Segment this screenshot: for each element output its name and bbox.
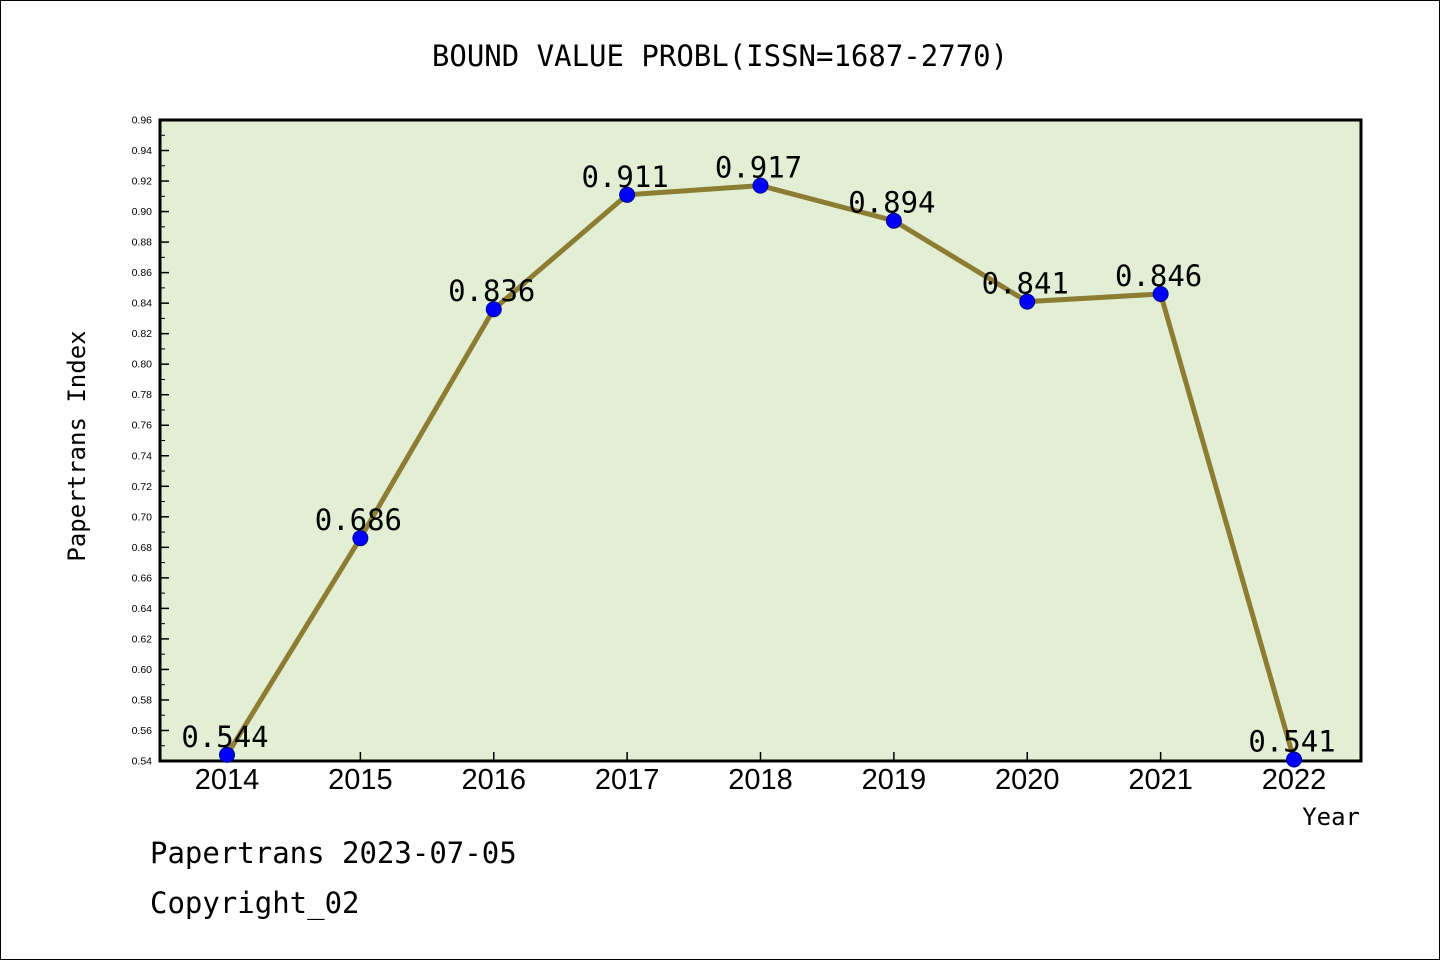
footer-copyright: Copyright_02 xyxy=(150,886,360,920)
data-label: 0.544 xyxy=(181,720,268,754)
data-point xyxy=(1152,285,1169,302)
x-tick-label: 2015 xyxy=(328,764,393,796)
data-point xyxy=(1019,293,1036,310)
y-axis: 0.54 0.56 0.58 0.60 0.62 0.64 0.66 0.68 0.70 0.72… xyxy=(132,115,169,768)
y-tick-label: 0.74 xyxy=(132,450,153,462)
x-tick-label: 2014 xyxy=(195,764,260,796)
footer-date: Papertrans 2023-07-05 xyxy=(150,836,517,870)
x-tick-label: 2016 xyxy=(461,764,526,796)
data-point xyxy=(485,301,502,318)
data-label: 0.894 xyxy=(848,186,935,220)
data-points xyxy=(219,177,1302,768)
data-label: 0.911 xyxy=(581,160,668,194)
x-tick-label: 2019 xyxy=(862,764,927,796)
y-tick-label: 0.92 xyxy=(132,176,153,188)
data-point xyxy=(752,177,769,194)
data-label: 0.917 xyxy=(715,151,802,185)
y-tick-label: 0.86 xyxy=(132,267,153,279)
x-tick-label: 2020 xyxy=(995,764,1060,796)
y-tick-label: 0.94 xyxy=(132,145,153,157)
y-tick-label: 0.72 xyxy=(132,481,153,493)
y-tick-label: 0.88 xyxy=(132,237,153,249)
data-point xyxy=(619,186,636,203)
data-label: 0.841 xyxy=(982,267,1069,301)
data-label: 0.846 xyxy=(1115,259,1202,293)
y-axis-label: Papertrans Index xyxy=(63,330,91,561)
data-point xyxy=(1286,751,1302,768)
x-tick-label: 2021 xyxy=(1128,764,1193,796)
y-tick-label: 0.96 xyxy=(132,115,153,127)
y-tick-label: 0.80 xyxy=(132,359,153,371)
x-axis: 2014 2015 2016 2017 2018 2019 2020 2021 2022 xyxy=(195,752,1327,796)
data-point xyxy=(885,212,902,229)
y-tick-label: 0.76 xyxy=(132,420,153,432)
data-label: 0.686 xyxy=(315,503,402,537)
x-tick-label: 2017 xyxy=(595,764,660,796)
x-axis-label: Year xyxy=(1302,803,1360,831)
y-tick-label: 0.56 xyxy=(132,725,153,737)
data-labels: 0.544 0.686 0.836 0.911 0.917 0.894 0.841 0.846… xyxy=(181,151,1335,759)
y-tick-label: 0.60 xyxy=(132,664,153,676)
y-tick-label: 0.68 xyxy=(132,542,153,554)
data-label: 0.541 xyxy=(1248,724,1335,758)
y-tick-label: 0.64 xyxy=(132,603,153,615)
y-tick-label: 0.62 xyxy=(132,633,153,645)
y-tick-label: 0.54 xyxy=(132,756,153,768)
x-tick-label: 2022 xyxy=(1262,764,1327,796)
y-tick-label: 0.58 xyxy=(132,694,153,706)
chart-title: BOUND VALUE PROBL(ISSN=1687-2770) xyxy=(432,39,1008,73)
data-point xyxy=(352,530,369,547)
y-tick-label: 0.70 xyxy=(132,511,153,523)
y-tick-label: 0.90 xyxy=(132,206,153,218)
data-point xyxy=(219,746,235,763)
y-tick-label: 0.66 xyxy=(132,572,153,584)
x-tick-label: 2018 xyxy=(728,764,793,796)
y-tick-label: 0.78 xyxy=(132,389,153,401)
plot-area xyxy=(158,118,1363,763)
data-label: 0.836 xyxy=(448,274,535,308)
y-tick-label: 0.84 xyxy=(132,298,153,310)
y-tick-label: 0.82 xyxy=(132,328,153,340)
